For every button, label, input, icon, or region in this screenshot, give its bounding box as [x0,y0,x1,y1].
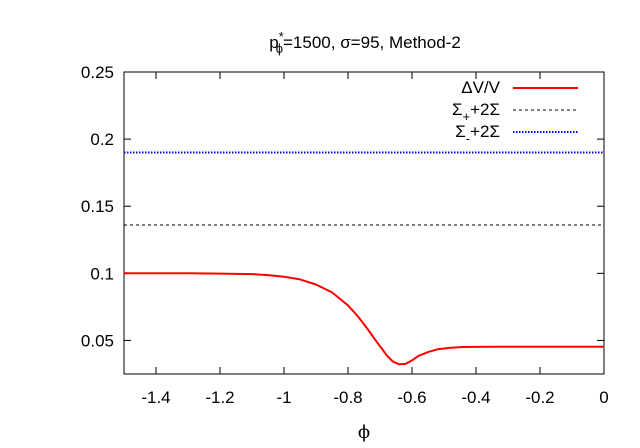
y-tick-label: 0.05 [81,331,114,350]
legend: ΔV/V Σ++2Σ Σ-+2Σ [452,78,578,146]
legend-label-dv: ΔV/V [461,78,500,97]
y-tick-label: 0.15 [81,197,114,216]
chart-title: p* ϕ=1500, σ=95, Method-2 [269,29,461,56]
legend-sigma-minus-sub: - [466,131,470,146]
series-layer [124,151,604,366]
x-tick-label: -0.8 [333,388,362,407]
legend-sigma-plus-base: Σ [452,100,463,119]
plot-frame [123,71,605,375]
series-line-dv-over-v [124,272,604,366]
legend-sigma-minus-rest: +2Σ [470,122,500,141]
y-tick-label: 0.1 [90,264,114,283]
x-tick-label: 0 [599,388,608,407]
chart-title-star: * [279,29,284,44]
x-axis-label: ϕ [358,422,370,443]
chart-title-p: p [269,33,278,52]
legend-label-sigma-minus: Σ-+2Σ [455,122,500,146]
x-tick-label: -1.4 [141,388,170,407]
legend-sigma-plus-rest: +2Σ [470,100,500,119]
legend-label-sigma-plus: Σ++2Σ [452,100,500,124]
x-tick-label: -1.2 [205,388,234,407]
chart-title-phi: ϕ [276,41,283,56]
x-tick-label: -0.4 [461,388,490,407]
legend-sigma-plus-sub: + [463,109,471,124]
x-tick-label: -0.2 [525,388,554,407]
chart-title-rest: =1500, σ=95, Method-2 [283,33,461,52]
x-tick-label: -1 [276,388,291,407]
ticks-group: -1.4 -1.2 -1 -0.8 -0.6 -0.4 -0.2 00.050.10.150.… [81,63,609,407]
y-tick-label: 0.25 [81,63,114,82]
y-tick-label: 0.2 [90,130,114,149]
legend-sigma-minus-base: Σ [455,122,466,141]
x-tick-label: -0.6 [397,388,426,407]
